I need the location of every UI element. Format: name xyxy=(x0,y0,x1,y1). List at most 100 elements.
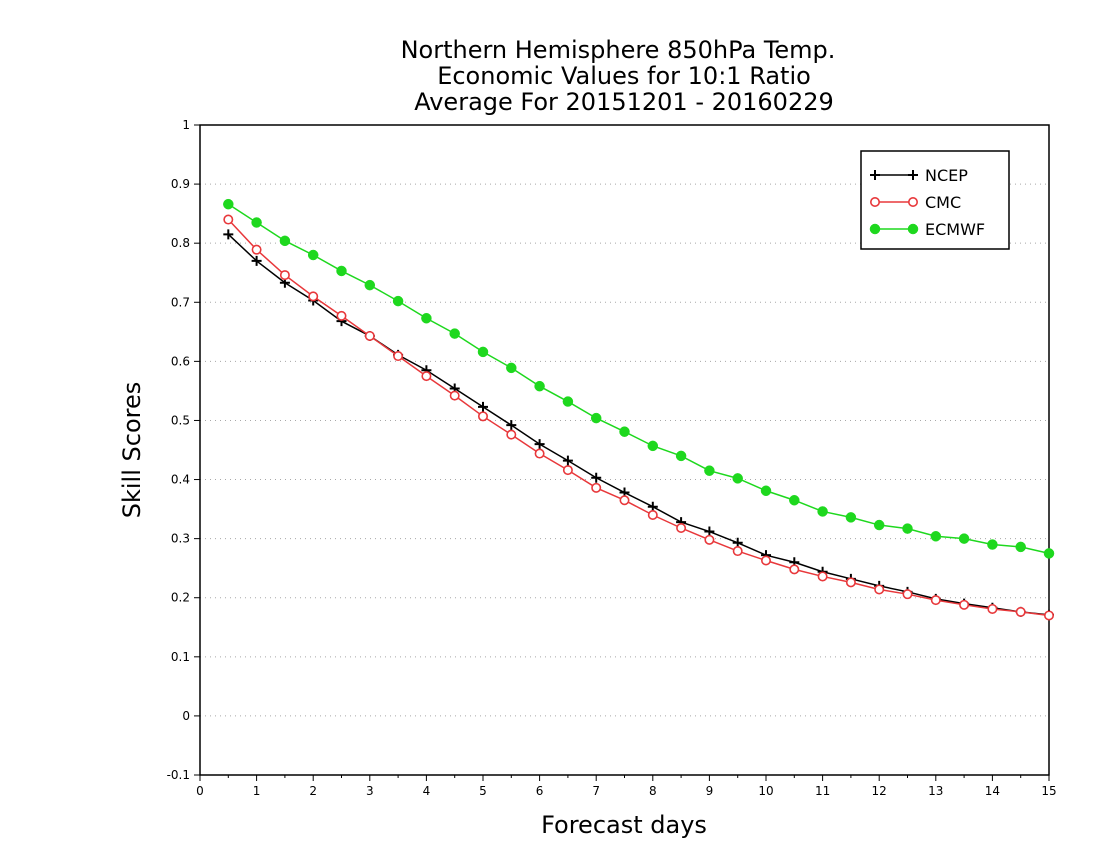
x-tick-label: 5 xyxy=(479,784,487,798)
gridlines xyxy=(200,183,1049,717)
chart-title-line-2: Economic Values for 10:1 Ratio xyxy=(437,62,811,90)
data-point-ecmwf xyxy=(958,533,970,544)
data-point-ecmwf xyxy=(364,279,376,291)
x-tick-label: 2 xyxy=(309,784,317,798)
data-point-cmc xyxy=(534,448,545,459)
data-point-cmc xyxy=(704,534,715,545)
data-point-cmc xyxy=(279,270,290,281)
legend-marker-cmc xyxy=(907,197,918,208)
x-tick-label: 13 xyxy=(928,784,943,798)
data-point-cmc xyxy=(393,351,404,362)
data-point-ecmwf xyxy=(307,249,319,261)
series-line-cmc xyxy=(227,219,1050,617)
data-point-ncep xyxy=(223,229,234,240)
y-tick-label: 0.5 xyxy=(171,413,190,427)
legend-label-cmc: CMC xyxy=(925,193,961,212)
data-point-ecmwf xyxy=(1015,541,1026,553)
data-point-ecmwf xyxy=(449,328,460,339)
y-tick-label: 1 xyxy=(182,118,190,132)
x-tick-label: 7 xyxy=(592,784,600,798)
data-point-cmc xyxy=(591,482,602,493)
data-point-cmc xyxy=(562,465,573,476)
data-point-ecmwf xyxy=(704,465,715,476)
data-point-cmc xyxy=(619,495,630,506)
x-axis-title: Forecast days xyxy=(541,811,707,839)
data-point-cmc xyxy=(449,390,460,401)
data-point-cmc xyxy=(845,577,856,588)
data-point-ecmwf xyxy=(534,380,545,392)
data-point-ecmwf xyxy=(845,512,857,523)
data-point-ncep xyxy=(562,455,573,466)
data-point-ecmwf xyxy=(336,265,347,277)
data-point-ecmwf xyxy=(590,412,602,424)
legend-label-ncep: NCEP xyxy=(925,166,968,185)
data-series xyxy=(223,198,1055,621)
data-point-cmc xyxy=(902,589,913,600)
legend-box xyxy=(860,150,1010,250)
legend-marker-ncep xyxy=(870,170,880,180)
data-point-ecmwf xyxy=(930,531,942,542)
data-point-cmc xyxy=(1015,606,1026,617)
x-tick-label: 3 xyxy=(366,784,374,798)
data-point-ecmwf xyxy=(789,494,800,506)
legend-marker-cmc xyxy=(869,197,880,208)
data-point-cmc xyxy=(336,310,347,321)
chart-title: Northern Hemisphere 850hPa Temp. Economi… xyxy=(401,36,836,116)
data-point-cmc xyxy=(421,371,432,382)
data-point-cmc xyxy=(676,522,687,533)
data-point-ecmwf xyxy=(817,506,828,517)
data-point-ecmwf xyxy=(251,217,262,228)
y-tick-label: -0.1 xyxy=(167,768,190,782)
y-tick-label: 0.4 xyxy=(171,473,190,487)
series-cmc xyxy=(223,214,1055,621)
series-ecmwf xyxy=(223,198,1055,559)
data-point-cmc xyxy=(506,429,517,440)
y-axis-title: Skill Scores xyxy=(118,382,146,519)
data-point-cmc xyxy=(647,509,658,520)
y-tick-label: 0.3 xyxy=(171,532,190,546)
data-point-ecmwf xyxy=(223,198,234,210)
data-point-cmc xyxy=(760,555,771,566)
data-point-cmc xyxy=(817,571,828,582)
data-point-ecmwf xyxy=(873,519,885,531)
y-tick-label: 0.9 xyxy=(171,177,190,191)
x-tick-label: 12 xyxy=(872,784,887,798)
data-point-ecmwf xyxy=(675,450,687,462)
data-point-ecmwf xyxy=(421,312,432,324)
y-tick-label: 0.1 xyxy=(171,650,190,664)
data-point-ecmwf xyxy=(477,346,489,358)
series-line-ecmwf xyxy=(227,203,1050,555)
data-point-ecmwf xyxy=(732,473,743,484)
data-point-ecmwf xyxy=(392,295,404,307)
data-point-cmc xyxy=(308,291,319,302)
data-point-ncep xyxy=(534,439,545,450)
x-tick-label: 0 xyxy=(196,784,204,798)
data-point-ncep xyxy=(478,401,488,412)
legend-marker-ecmwf xyxy=(869,223,881,235)
legend: NCEP CMC ECMWF xyxy=(860,150,1010,250)
data-point-ecmwf xyxy=(619,426,630,437)
data-point-cmc xyxy=(789,564,800,575)
legend-marker-ecmwf xyxy=(907,223,919,235)
x-tick-label: 8 xyxy=(649,784,657,798)
data-point-ecmwf xyxy=(647,440,659,452)
data-point-cmc xyxy=(251,244,262,255)
data-point-ecmwf xyxy=(562,396,574,407)
data-point-ncep xyxy=(591,472,602,483)
x-tick-label: 11 xyxy=(815,784,830,798)
x-tick-label: 14 xyxy=(985,784,1000,798)
y-tick-label: 0.2 xyxy=(171,591,190,605)
legend-marker-ncep xyxy=(908,170,918,180)
data-point-cmc xyxy=(930,595,941,606)
series-ncep xyxy=(223,229,1054,620)
data-point-cmc xyxy=(223,214,234,225)
y-tick-label: 0.8 xyxy=(171,236,190,250)
data-point-ecmwf xyxy=(1043,548,1055,559)
chart-title-line-1: Northern Hemisphere 850hPa Temp. xyxy=(401,36,836,64)
data-point-ecmwf xyxy=(279,235,291,247)
x-tick-label: 9 xyxy=(706,784,714,798)
x-tick-label: 1 xyxy=(253,784,261,798)
data-point-cmc xyxy=(874,584,885,595)
y-tick-label: 0 xyxy=(182,709,190,723)
